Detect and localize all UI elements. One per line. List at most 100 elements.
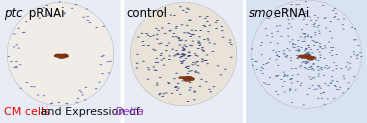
Circle shape xyxy=(101,73,104,74)
Circle shape xyxy=(177,37,180,38)
Circle shape xyxy=(200,79,203,80)
Circle shape xyxy=(278,51,280,52)
Circle shape xyxy=(286,48,288,49)
Circle shape xyxy=(331,76,333,77)
Circle shape xyxy=(272,50,275,51)
Circle shape xyxy=(275,52,277,53)
Circle shape xyxy=(173,78,176,79)
Circle shape xyxy=(265,63,268,64)
Circle shape xyxy=(182,48,185,49)
Circle shape xyxy=(206,54,208,55)
Ellipse shape xyxy=(130,2,237,106)
Circle shape xyxy=(204,18,207,19)
Circle shape xyxy=(297,46,299,47)
Circle shape xyxy=(60,55,66,57)
Circle shape xyxy=(172,36,174,37)
Circle shape xyxy=(301,55,303,56)
Circle shape xyxy=(160,55,162,56)
Circle shape xyxy=(321,98,323,99)
Circle shape xyxy=(330,82,333,83)
Circle shape xyxy=(336,89,338,90)
Circle shape xyxy=(181,24,184,25)
Ellipse shape xyxy=(251,0,361,108)
Circle shape xyxy=(317,17,319,18)
Circle shape xyxy=(156,83,159,84)
Circle shape xyxy=(19,64,21,65)
Circle shape xyxy=(286,55,288,56)
Circle shape xyxy=(315,20,317,21)
Circle shape xyxy=(161,12,164,13)
Circle shape xyxy=(343,76,345,77)
Circle shape xyxy=(195,71,197,72)
Circle shape xyxy=(183,78,190,80)
Circle shape xyxy=(300,65,302,66)
Circle shape xyxy=(303,19,305,20)
Circle shape xyxy=(181,63,183,64)
Circle shape xyxy=(280,79,283,80)
Circle shape xyxy=(185,12,188,13)
Circle shape xyxy=(136,63,139,64)
Circle shape xyxy=(300,47,302,48)
Circle shape xyxy=(294,44,297,45)
Circle shape xyxy=(254,61,256,62)
Circle shape xyxy=(179,57,182,58)
Circle shape xyxy=(206,21,209,22)
Circle shape xyxy=(189,36,192,37)
Circle shape xyxy=(159,93,162,94)
Circle shape xyxy=(178,77,185,79)
Circle shape xyxy=(158,94,161,95)
Circle shape xyxy=(183,48,186,49)
Circle shape xyxy=(177,88,180,89)
Circle shape xyxy=(182,54,185,55)
Circle shape xyxy=(155,28,158,29)
Circle shape xyxy=(188,78,195,80)
Circle shape xyxy=(186,77,193,80)
Circle shape xyxy=(314,15,316,16)
Circle shape xyxy=(184,54,186,55)
Circle shape xyxy=(63,13,66,14)
Circle shape xyxy=(313,77,315,78)
Circle shape xyxy=(324,58,326,59)
Circle shape xyxy=(141,33,143,34)
Circle shape xyxy=(95,88,98,89)
Circle shape xyxy=(334,85,336,86)
Circle shape xyxy=(205,60,208,61)
Circle shape xyxy=(206,16,209,17)
Circle shape xyxy=(283,53,285,54)
Circle shape xyxy=(199,30,202,31)
Circle shape xyxy=(190,70,193,71)
Circle shape xyxy=(313,45,316,46)
Circle shape xyxy=(215,28,218,29)
Circle shape xyxy=(283,81,286,82)
Circle shape xyxy=(166,45,168,46)
Circle shape xyxy=(204,60,207,61)
Circle shape xyxy=(174,54,177,55)
Circle shape xyxy=(319,46,321,47)
Circle shape xyxy=(304,41,306,42)
Circle shape xyxy=(302,41,304,42)
Circle shape xyxy=(168,23,170,24)
Circle shape xyxy=(15,61,18,62)
Circle shape xyxy=(185,76,192,79)
Circle shape xyxy=(156,39,159,40)
Circle shape xyxy=(277,43,279,44)
Circle shape xyxy=(255,61,258,62)
Circle shape xyxy=(175,28,177,29)
Circle shape xyxy=(175,86,178,87)
Circle shape xyxy=(145,33,148,34)
Circle shape xyxy=(188,90,191,91)
Circle shape xyxy=(342,24,344,25)
Circle shape xyxy=(87,20,89,21)
Circle shape xyxy=(187,56,190,57)
Circle shape xyxy=(357,45,360,46)
Circle shape xyxy=(269,42,272,43)
Circle shape xyxy=(320,57,322,58)
Circle shape xyxy=(188,71,191,72)
Bar xyxy=(244,0,367,123)
Circle shape xyxy=(181,56,184,57)
Circle shape xyxy=(274,17,276,18)
Circle shape xyxy=(306,24,308,25)
Circle shape xyxy=(86,9,88,10)
Circle shape xyxy=(168,59,171,60)
Circle shape xyxy=(15,67,18,68)
